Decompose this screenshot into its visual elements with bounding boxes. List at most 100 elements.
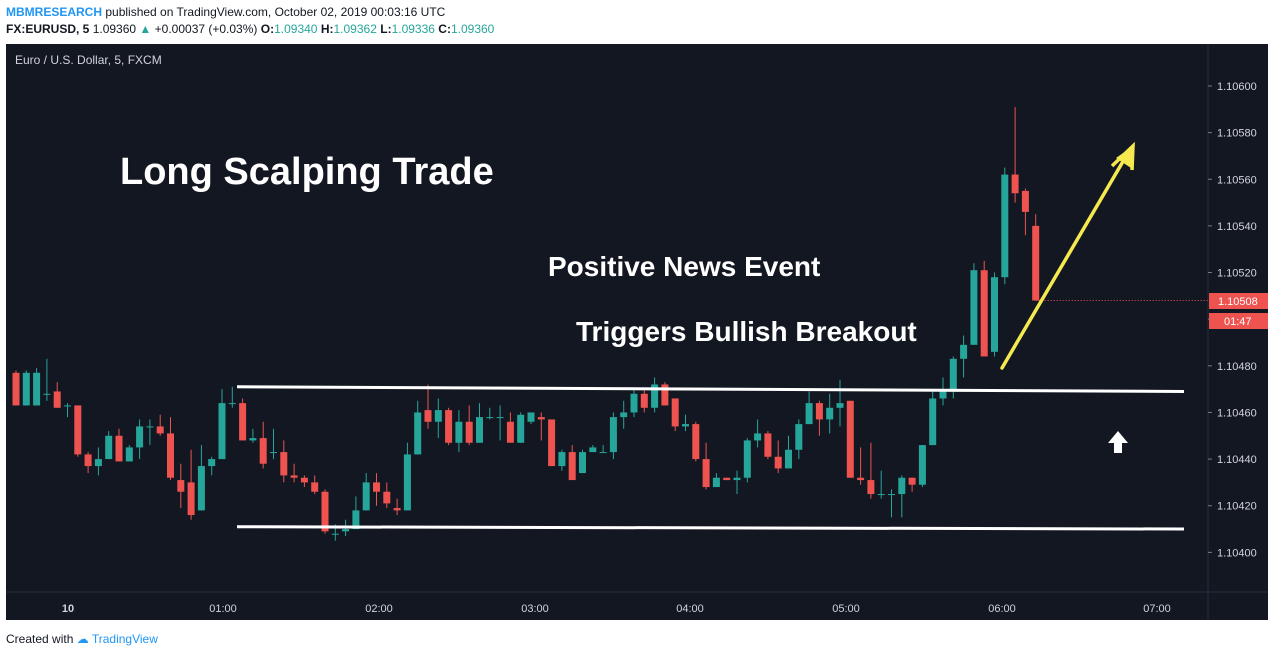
- candle: [991, 272, 998, 357]
- x-tick-label: 07:00: [1143, 603, 1171, 615]
- candle-body: [414, 412, 422, 455]
- candlestick-chart[interactable]: 1.10400 1.10420 1.10440 1.10460 1.10480 1.105…: [6, 44, 1268, 620]
- candle: [300, 475, 308, 488]
- candle: [733, 470, 741, 495]
- candle-body: [290, 475, 298, 478]
- tradingview-link[interactable]: TradingView: [91, 632, 158, 646]
- y-tick-label: 1.10440: [1217, 454, 1257, 466]
- candle-body: [517, 414, 525, 443]
- candle-body: [105, 435, 113, 460]
- resistance-line: [236, 385, 1185, 393]
- candle: [146, 419, 154, 446]
- candle-body: [609, 417, 617, 453]
- candle: [898, 475, 906, 518]
- candle: [156, 414, 164, 436]
- open-value: 1.09340: [274, 22, 318, 36]
- candle: [795, 419, 803, 460]
- candle: [857, 447, 865, 485]
- low-label: L:: [380, 22, 392, 36]
- x-tick-label: 01:00: [209, 603, 237, 615]
- candle-body: [774, 456, 782, 469]
- candle: [373, 473, 380, 506]
- candle: [270, 428, 277, 460]
- candle-body: [146, 426, 154, 428]
- candle: [517, 412, 525, 443]
- candle-body: [1021, 190, 1029, 212]
- ohlc-bar: FX:EURUSD, 5 1.09360 ▲ +0.00037 (+0.03%)…: [6, 21, 494, 37]
- candle: [280, 440, 288, 483]
- candle: [249, 428, 257, 443]
- candle: [94, 447, 102, 476]
- y-tick-label: 1.10400: [1217, 547, 1257, 559]
- candle-body: [991, 277, 998, 352]
- candle-body: [888, 494, 895, 496]
- candle: [682, 414, 689, 432]
- footer: Created with ☁ TradingView: [6, 632, 158, 646]
- candle-body: [125, 447, 133, 462]
- candle-body: [331, 533, 339, 535]
- candle: [651, 377, 659, 413]
- candle-body: [805, 403, 813, 425]
- candle: [929, 391, 937, 446]
- candle-body: [682, 424, 689, 427]
- candle: [846, 400, 854, 478]
- candle-body: [929, 398, 937, 446]
- current-price-tag: 1.10508 01:47: [1209, 293, 1268, 329]
- up-triangle-icon: ▲: [139, 22, 152, 36]
- candle: [609, 412, 617, 460]
- candle: [558, 449, 566, 471]
- candle-body: [445, 410, 453, 443]
- candle-body: [743, 440, 751, 478]
- candle-body: [651, 384, 659, 408]
- candle: [445, 407, 453, 446]
- candle-body: [589, 447, 597, 453]
- candle-body: [754, 433, 762, 441]
- candle-body: [177, 480, 185, 492]
- chart-panel[interactable]: 1.10400 1.10420 1.10440 1.10460 1.10480 1.105…: [6, 44, 1268, 620]
- candle-body: [53, 391, 61, 408]
- candle-body: [403, 454, 411, 511]
- candle-body: [465, 421, 473, 443]
- candle: [836, 379, 844, 427]
- candle: [568, 445, 576, 481]
- candle-body: [362, 482, 370, 511]
- publish-info: MBMRESEARCH published on TradingView.com…: [6, 4, 445, 20]
- candle-body: [712, 477, 720, 488]
- candle: [620, 400, 628, 429]
- candle: [805, 391, 813, 425]
- author-name[interactable]: MBMRESEARCH: [6, 5, 102, 19]
- candle-body: [43, 393, 51, 395]
- candle-body: [84, 454, 92, 467]
- x-tick-label: 05:00: [832, 603, 860, 615]
- candle-body: [352, 510, 360, 530]
- candle: [74, 405, 82, 457]
- candle: [671, 398, 679, 432]
- candle: [414, 400, 422, 455]
- candle-body: [898, 477, 906, 495]
- candle: [908, 477, 916, 492]
- last-price: 1.09360: [92, 22, 137, 36]
- candle-body: [393, 508, 401, 511]
- annotation-line2: Triggers Bullish Breakout: [576, 316, 917, 347]
- candle: [486, 407, 494, 420]
- candle-body: [939, 391, 947, 399]
- candle: [403, 442, 411, 511]
- candle: [64, 403, 71, 418]
- candle-body: [197, 466, 205, 511]
- candle-body: [208, 459, 216, 467]
- candle-body: [815, 403, 823, 420]
- close-label: C:: [438, 22, 451, 36]
- candle: [1021, 188, 1029, 236]
- candle: [177, 463, 185, 509]
- candle-body: [187, 482, 195, 516]
- candle: [218, 389, 226, 460]
- y-tick-label: 1.10600: [1217, 81, 1257, 93]
- candle-body: [383, 491, 391, 504]
- tradingview-logo-icon[interactable]: ☁: [76, 632, 89, 646]
- candle: [867, 442, 875, 499]
- candle-body: [259, 438, 267, 464]
- candle-body: [1001, 174, 1009, 278]
- candle: [630, 389, 638, 418]
- candle-body: [228, 403, 236, 405]
- candle-body: [22, 372, 30, 406]
